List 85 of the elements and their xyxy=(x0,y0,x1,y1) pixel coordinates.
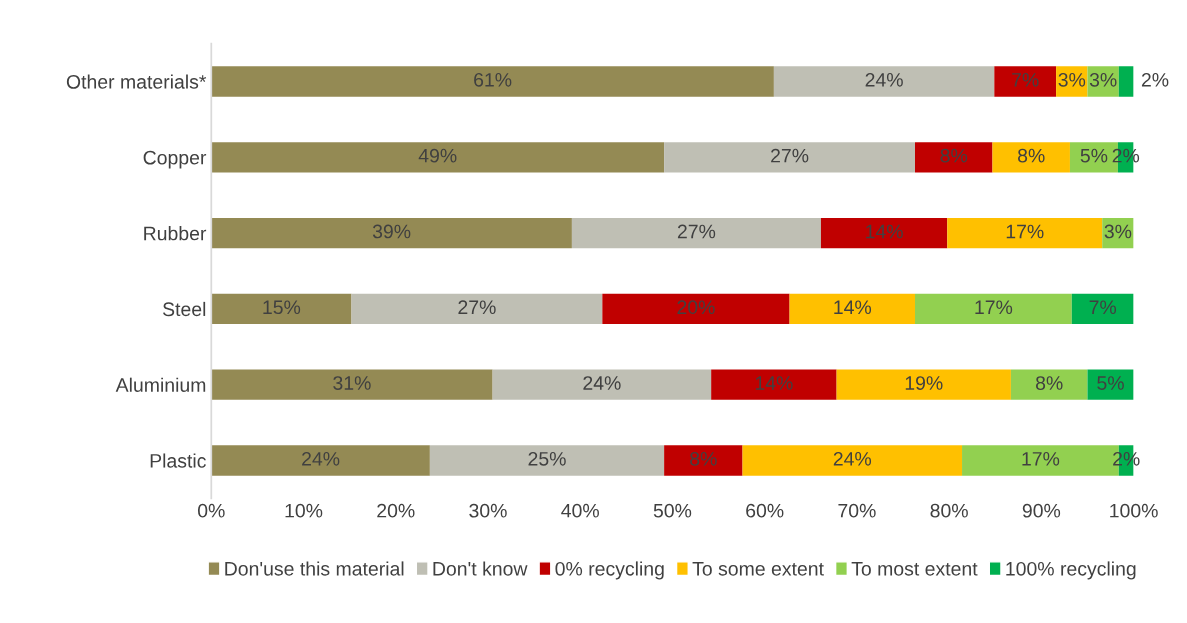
bar xyxy=(211,66,774,97)
data-label: 39% xyxy=(372,224,411,239)
data-label: 3% xyxy=(1104,224,1132,239)
bar xyxy=(492,369,712,400)
legend-label: 100% recycling xyxy=(1006,561,1136,580)
data-label: 49% xyxy=(418,148,457,163)
data-label: 17% xyxy=(975,300,1013,315)
y-tick-label: Copper xyxy=(143,150,207,169)
data-label: 17% xyxy=(1006,224,1044,239)
bar xyxy=(211,217,572,249)
legend-label: Don't know xyxy=(433,561,528,576)
data-label: 24% xyxy=(583,376,621,390)
data-label: 27% xyxy=(771,148,809,163)
data-label: 61% xyxy=(474,72,512,87)
bar xyxy=(742,445,963,476)
data-label: 31% xyxy=(333,376,371,390)
x-tick-label: 0% xyxy=(197,503,225,518)
y-tick-label: Rubber xyxy=(144,226,207,241)
x-tick-label: 90% xyxy=(1022,503,1061,518)
bar xyxy=(711,369,837,400)
bar xyxy=(571,217,821,249)
bar xyxy=(836,369,1011,400)
data-label: 27% xyxy=(677,224,716,239)
y-tick-label: Steel xyxy=(162,301,206,317)
bar xyxy=(994,66,1057,97)
bar xyxy=(1087,66,1119,97)
y-tick-label: Plastic xyxy=(150,453,206,468)
x-tick-label: 20% xyxy=(377,503,415,518)
data-label: 7% xyxy=(1089,300,1117,315)
data-label: 14% xyxy=(834,300,872,315)
bar xyxy=(1010,369,1088,400)
bar xyxy=(211,293,352,325)
data-label: 8% xyxy=(1018,148,1045,163)
x-tick-label: 80% xyxy=(930,503,968,518)
data-label: 8% xyxy=(690,451,717,466)
data-label: 24% xyxy=(833,451,872,466)
data-label: 20% xyxy=(677,300,715,315)
bar xyxy=(915,293,1072,325)
data-label: 3% xyxy=(1058,72,1086,87)
x-tick-label: 30% xyxy=(469,503,507,518)
data-label: 25% xyxy=(528,451,566,466)
data-label: 19% xyxy=(905,376,943,390)
data-label: 5% xyxy=(1080,148,1108,163)
bar xyxy=(992,142,1070,173)
bar xyxy=(820,217,948,249)
x-tick-label: 40% xyxy=(561,503,599,518)
data-label: 24% xyxy=(302,451,340,466)
legend-label: Don'use this material xyxy=(225,561,404,576)
data-label: 27% xyxy=(458,300,496,315)
data-label: 2% xyxy=(1141,72,1169,87)
y-tick-label: Aluminium xyxy=(115,377,206,392)
bar xyxy=(773,66,995,97)
legend-label: To some extent xyxy=(692,562,824,576)
bar xyxy=(947,217,1103,249)
data-label: 24% xyxy=(865,72,903,87)
y-tick-label: Other materials* xyxy=(66,74,207,89)
data-label: 8% xyxy=(1035,376,1063,390)
bar xyxy=(789,293,915,325)
bar xyxy=(211,142,665,173)
bar xyxy=(211,369,493,400)
data-label: 3% xyxy=(1089,72,1117,87)
bar xyxy=(664,142,915,173)
bar xyxy=(1087,369,1134,400)
bar xyxy=(915,142,993,173)
legend-label: To most extent xyxy=(851,562,978,576)
x-tick-label: 100% xyxy=(1110,503,1158,518)
bar xyxy=(429,445,665,476)
x-tick-label: 60% xyxy=(746,503,784,518)
data-label: 15% xyxy=(263,300,301,315)
bar xyxy=(1118,66,1134,97)
data-label: 14% xyxy=(755,376,793,390)
data-label: 7% xyxy=(1012,73,1039,87)
bar xyxy=(1071,293,1134,325)
x-tick-label: 70% xyxy=(838,503,876,518)
data-label: 14% xyxy=(866,224,903,239)
data-label: 5% xyxy=(1097,376,1124,390)
bar xyxy=(351,293,603,325)
x-tick-label: 50% xyxy=(653,503,692,518)
data-label: 8% xyxy=(940,148,968,163)
x-tick-label: 10% xyxy=(285,503,323,518)
legend-label: 0% recycling xyxy=(555,561,664,580)
bar xyxy=(602,293,790,325)
bar xyxy=(664,445,743,476)
bar xyxy=(211,445,430,476)
data-label: 17% xyxy=(1022,452,1060,466)
